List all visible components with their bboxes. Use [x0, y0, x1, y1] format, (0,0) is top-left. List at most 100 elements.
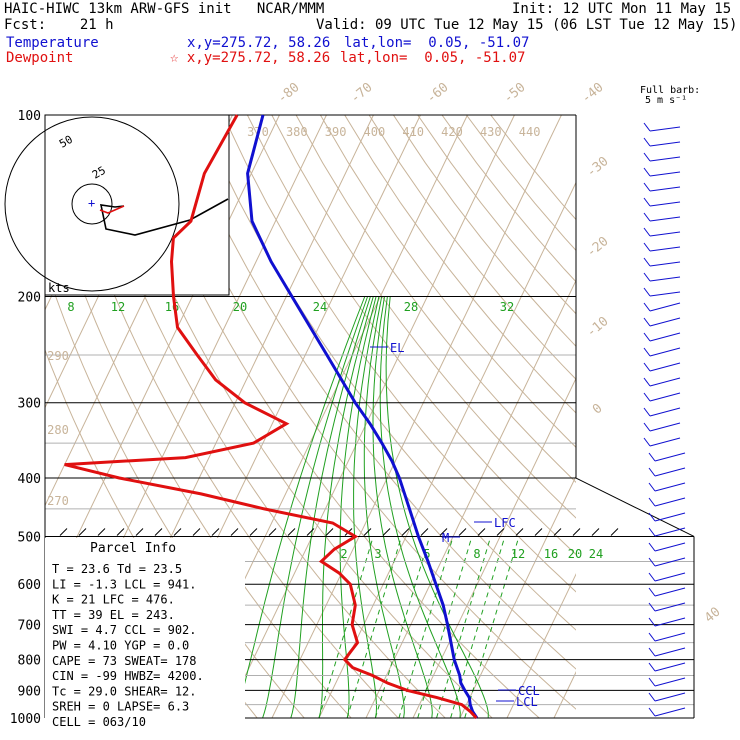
- wind-barb-flag: [648, 617, 656, 627]
- pressure-tick-label: 300: [18, 397, 41, 412]
- wind-barb: [654, 617, 686, 627]
- mixing-ratio-line: [436, 536, 492, 718]
- wind-barb: [654, 542, 686, 552]
- wind-barb-flag: [643, 392, 651, 402]
- level-label: LFC: [494, 516, 516, 530]
- hatch-mark: [496, 528, 505, 536]
- hatch-mark: [515, 528, 524, 536]
- legend-dewpoint-xy: ☆ x,y=275.72, 58.26: [170, 50, 331, 66]
- dry-adiabat-line: [344, 115, 576, 414]
- theta-label: 440: [519, 125, 541, 139]
- wind-barb: [649, 362, 681, 372]
- pressure-tick-label: 200: [18, 291, 41, 306]
- wind-barb: [649, 392, 681, 402]
- legend-dewpoint: Dewpoint: [6, 50, 74, 66]
- wind-barb-flag: [643, 332, 651, 342]
- wind-barb: [654, 587, 686, 597]
- mixing-ratio-line: [318, 536, 374, 718]
- hodograph-trace-low: [99, 205, 125, 214]
- isotherm-tick-label: -50: [501, 80, 529, 107]
- wind-barb-flag: [643, 362, 651, 372]
- isotherm-tick-label: -70: [348, 80, 376, 107]
- wind-barb-flag: [648, 497, 656, 507]
- pressure-tick-label: 400: [18, 472, 41, 487]
- wind-barb: [649, 201, 681, 207]
- isotherm-tick-label: 40: [702, 605, 724, 627]
- pressure-tick-label: 900: [18, 684, 41, 699]
- wind-barb-flag: [648, 572, 656, 582]
- parcel-info-row: LI = -1.3 LCL = 941.: [52, 577, 197, 591]
- pressure-tick-label: 700: [18, 619, 41, 634]
- pressure-tick-label: 800: [18, 654, 41, 669]
- dry-adiabat-line: [441, 115, 576, 283]
- theta-label: 420: [441, 125, 463, 139]
- parcel-info-row: SWI = 4.7 CCL = 902.: [52, 623, 197, 637]
- wind-barb: [649, 126, 681, 132]
- wind-barb-flag: [643, 302, 651, 312]
- hodograph-ring: [71, 183, 113, 225]
- wind-barb-flag: [648, 482, 656, 492]
- parcel-info-row: SREH = 0 LAPSE= 6.3: [52, 700, 189, 714]
- barb-legend-units: 5 m s⁻¹: [645, 95, 688, 106]
- wind-barb: [649, 141, 681, 147]
- dewpoint-profile: [64, 114, 478, 720]
- mixing-ratio-line: [417, 536, 473, 718]
- wind-barb-flag: [648, 542, 656, 552]
- wind-barb: [649, 276, 681, 282]
- hatch-mark: [306, 528, 315, 536]
- wind-barb-flag: [643, 122, 651, 132]
- parcel-info-row: PW = 4.10 YGP = 0.0: [52, 639, 189, 653]
- hatch-mark: [591, 528, 600, 536]
- hodograph: kts 25 50 +: [4, 114, 230, 296]
- wind-barb: [649, 231, 681, 237]
- wind-barb-flag: [648, 677, 656, 687]
- isotherm-line: [271, 115, 562, 718]
- hatch-mark: [97, 528, 106, 536]
- wind-barb: [649, 377, 681, 387]
- sounding-series: [64, 114, 479, 720]
- wind-barb: [649, 216, 681, 222]
- wind-barb: [649, 422, 681, 432]
- wind-barb-flag: [643, 212, 651, 222]
- wind-barb: [649, 407, 681, 417]
- wind-barb: [649, 156, 681, 162]
- theta-label: 410: [402, 125, 424, 139]
- isotherm-tick-label: 0: [590, 401, 606, 418]
- wind-barb-flag: [648, 587, 656, 597]
- hatch-mark: [154, 528, 163, 536]
- hatch-mark: [211, 528, 220, 536]
- hatch-mark: [610, 528, 619, 536]
- mixing-ratio-label: 2: [340, 547, 347, 561]
- wind-barb-flag: [648, 692, 656, 702]
- wind-barb: [654, 707, 686, 717]
- wind-barb: [654, 677, 686, 687]
- hodograph-units: kts: [48, 281, 70, 295]
- wind-barb-flag: [643, 317, 651, 327]
- wind-barb-flag: [643, 422, 651, 432]
- parcel-info-row: TT = 39 EL = 243.: [52, 608, 175, 622]
- hatch-mark: [382, 528, 391, 536]
- wind-barb-flag: [643, 257, 651, 267]
- wind-barb-flag: [643, 137, 651, 147]
- temperature-profile: [246, 114, 479, 719]
- pressure-tick-label: 500: [18, 530, 41, 545]
- parcel-info-row: K = 21 LFC = 476.: [52, 593, 175, 607]
- hatch-mark: [420, 528, 429, 536]
- isotherm-line: [224, 115, 515, 718]
- parcel-info-background: [45, 538, 245, 720]
- dry-adiabat-line: [368, 115, 576, 380]
- hatch-mark: [363, 528, 372, 536]
- isotherm-line: [553, 671, 576, 718]
- hatch-mark: [192, 528, 201, 536]
- hatch-mark: [78, 528, 87, 536]
- wind-barb: [654, 512, 686, 522]
- wind-barb: [654, 467, 686, 477]
- mixing-ratio-label: 24: [313, 300, 327, 314]
- wind-barb-flag: [643, 377, 651, 387]
- wind-barb-flag: [643, 167, 651, 177]
- wind-barb-flag: [643, 407, 651, 417]
- forecast-hour: Fcst: 21 h: [4, 17, 114, 33]
- legend-dewpoint-latlon: lat,lon= 0.05, -51.07: [340, 50, 526, 66]
- theta-label: 430: [480, 125, 502, 139]
